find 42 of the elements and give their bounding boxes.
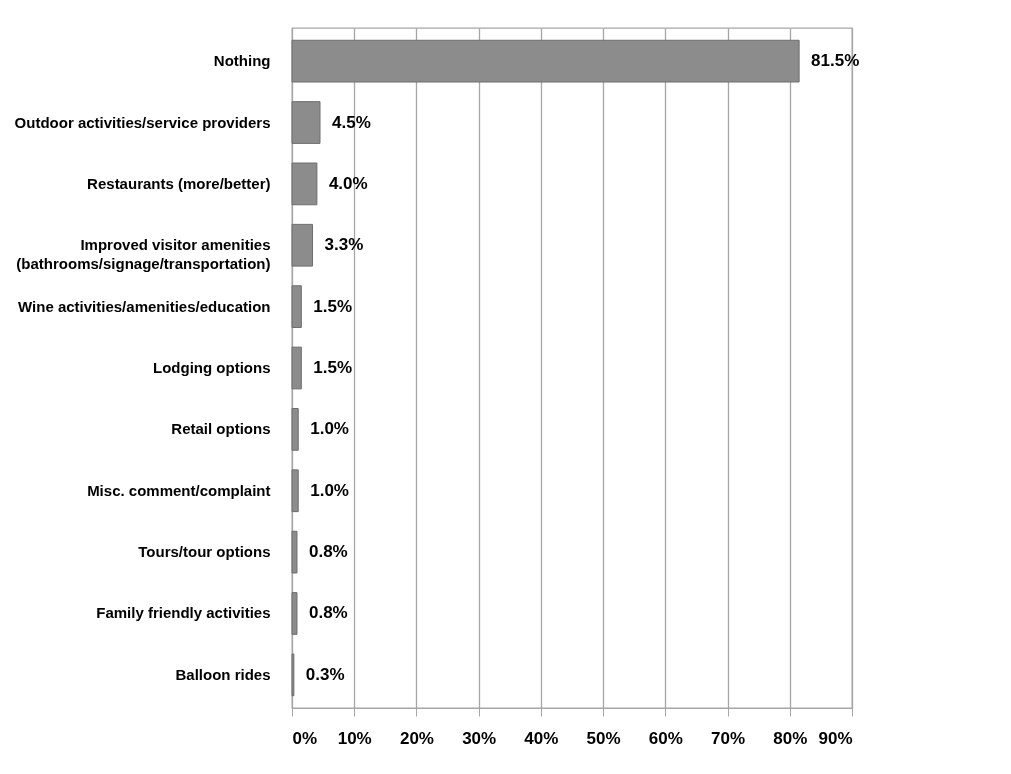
y-tick-label: Misc. comment/complaint — [87, 481, 271, 499]
data-label: 1.0% — [310, 480, 349, 500]
y-tick-label: Wine activities/amenities/education — [18, 297, 271, 315]
y-tick-label: Nothing — [213, 52, 271, 70]
x-tick-label: 20% — [399, 728, 434, 748]
y-tick-label: Retail options — [171, 420, 271, 438]
y-tick-label: Tours/tour options — [138, 543, 271, 561]
bar — [291, 162, 318, 206]
bar — [291, 346, 302, 390]
x-tick-label: 0% — [292, 728, 318, 748]
bar — [291, 408, 299, 451]
y-tick-label: Improved visitor amenities (bathrooms/signage/transportation) — [16, 236, 271, 273]
data-label: 1.0% — [310, 419, 349, 439]
data-label: 1.5% — [313, 296, 353, 316]
x-tick-label: 30% — [462, 728, 497, 748]
y-tick-label: Outdoor activities/service providers — [14, 113, 271, 131]
x-tick-label: 50% — [586, 728, 621, 748]
bar — [291, 592, 298, 635]
y-tick-label: Lodging options — [153, 359, 271, 376]
x-tick-label: 40% — [524, 728, 559, 748]
x-tick-label: 90% — [818, 728, 853, 748]
data-label: 1.5% — [313, 358, 353, 377]
data-label: 3.3% — [324, 235, 364, 255]
x-tick-label: 80% — [773, 728, 808, 748]
y-tick-label: Balloon rides — [175, 665, 271, 683]
bar — [291, 223, 314, 267]
bar — [291, 285, 302, 328]
y-tick-label: Restaurants (more/better) — [87, 174, 271, 192]
bar — [291, 469, 299, 513]
bar — [291, 39, 800, 83]
bar — [291, 530, 298, 574]
x-tick-label: 10% — [337, 728, 372, 748]
data-label: 0.8% — [308, 542, 348, 562]
data-label: 4.0% — [328, 173, 368, 193]
data-label: 0.3% — [305, 664, 345, 684]
data-label: 0.8% — [308, 603, 348, 623]
data-label: 4.5% — [332, 112, 371, 132]
bar — [291, 101, 321, 144]
x-tick-label: 60% — [648, 728, 683, 748]
x-tick-label: 70% — [711, 728, 746, 748]
data-label: 81.5% — [811, 51, 860, 71]
y-tick-label: Family friendly activities — [96, 604, 271, 622]
